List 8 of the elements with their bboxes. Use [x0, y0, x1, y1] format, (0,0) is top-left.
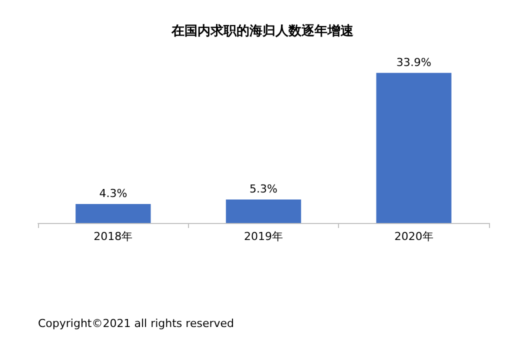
x-tick-label: 2020年 [394, 230, 434, 243]
data-label: 33.9% [396, 56, 432, 69]
x-tick-label: 2019年 [244, 230, 283, 243]
data-label: 5.3% [250, 182, 278, 196]
data-label: 4.3% [99, 186, 128, 200]
x-tick-label: 2018年 [94, 230, 133, 243]
text: Copyright©2021 all rights reserved [38, 317, 234, 330]
chart-title: 在国内求职的海归人数逐年增速 [170, 23, 354, 39]
